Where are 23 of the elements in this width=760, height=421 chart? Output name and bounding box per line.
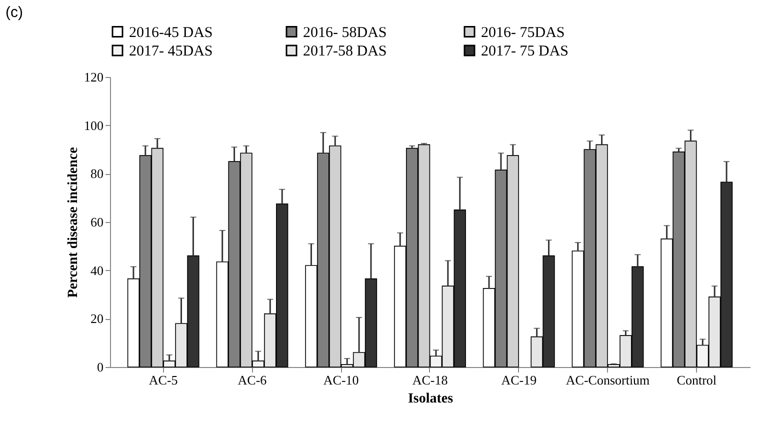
legend-label: 2016-45 DAS <box>129 24 213 41</box>
x-tick-label: AC-Consortium <box>566 372 650 388</box>
y-tick-label: 20 <box>90 311 104 326</box>
y-tick-label: 120 <box>84 70 104 84</box>
x-tick-label: AC-10 <box>323 372 359 388</box>
x-tick-label: AC-5 <box>148 372 178 388</box>
x-axis-title: Isolates <box>408 392 454 406</box>
y-tick-label: 80 <box>90 166 104 182</box>
x-tick-label: AC-18 <box>412 372 448 388</box>
x-tick-label: AC-19 <box>501 372 537 388</box>
chart-title: (c) <box>6 4 23 21</box>
y-tick-label: 0 <box>97 360 104 374</box>
legend-label: 2017- 45DAS <box>129 44 213 60</box>
y-axis-title: Percent disease incidence <box>66 147 81 298</box>
legend-label: 2016- 58DAS <box>303 24 387 41</box>
legend-label: 2016- 75DAS <box>481 24 565 41</box>
y-tick-label: 40 <box>90 262 104 278</box>
y-tick-label: 60 <box>90 214 104 230</box>
legend-label: 2017-58 DAS <box>303 44 387 60</box>
y-tick-label: 100 <box>84 118 104 133</box>
legend-label: 2017- 75 DAS <box>481 44 569 60</box>
x-tick-label: AC-6 <box>238 372 268 388</box>
x-tick-label: Control <box>676 372 717 388</box>
